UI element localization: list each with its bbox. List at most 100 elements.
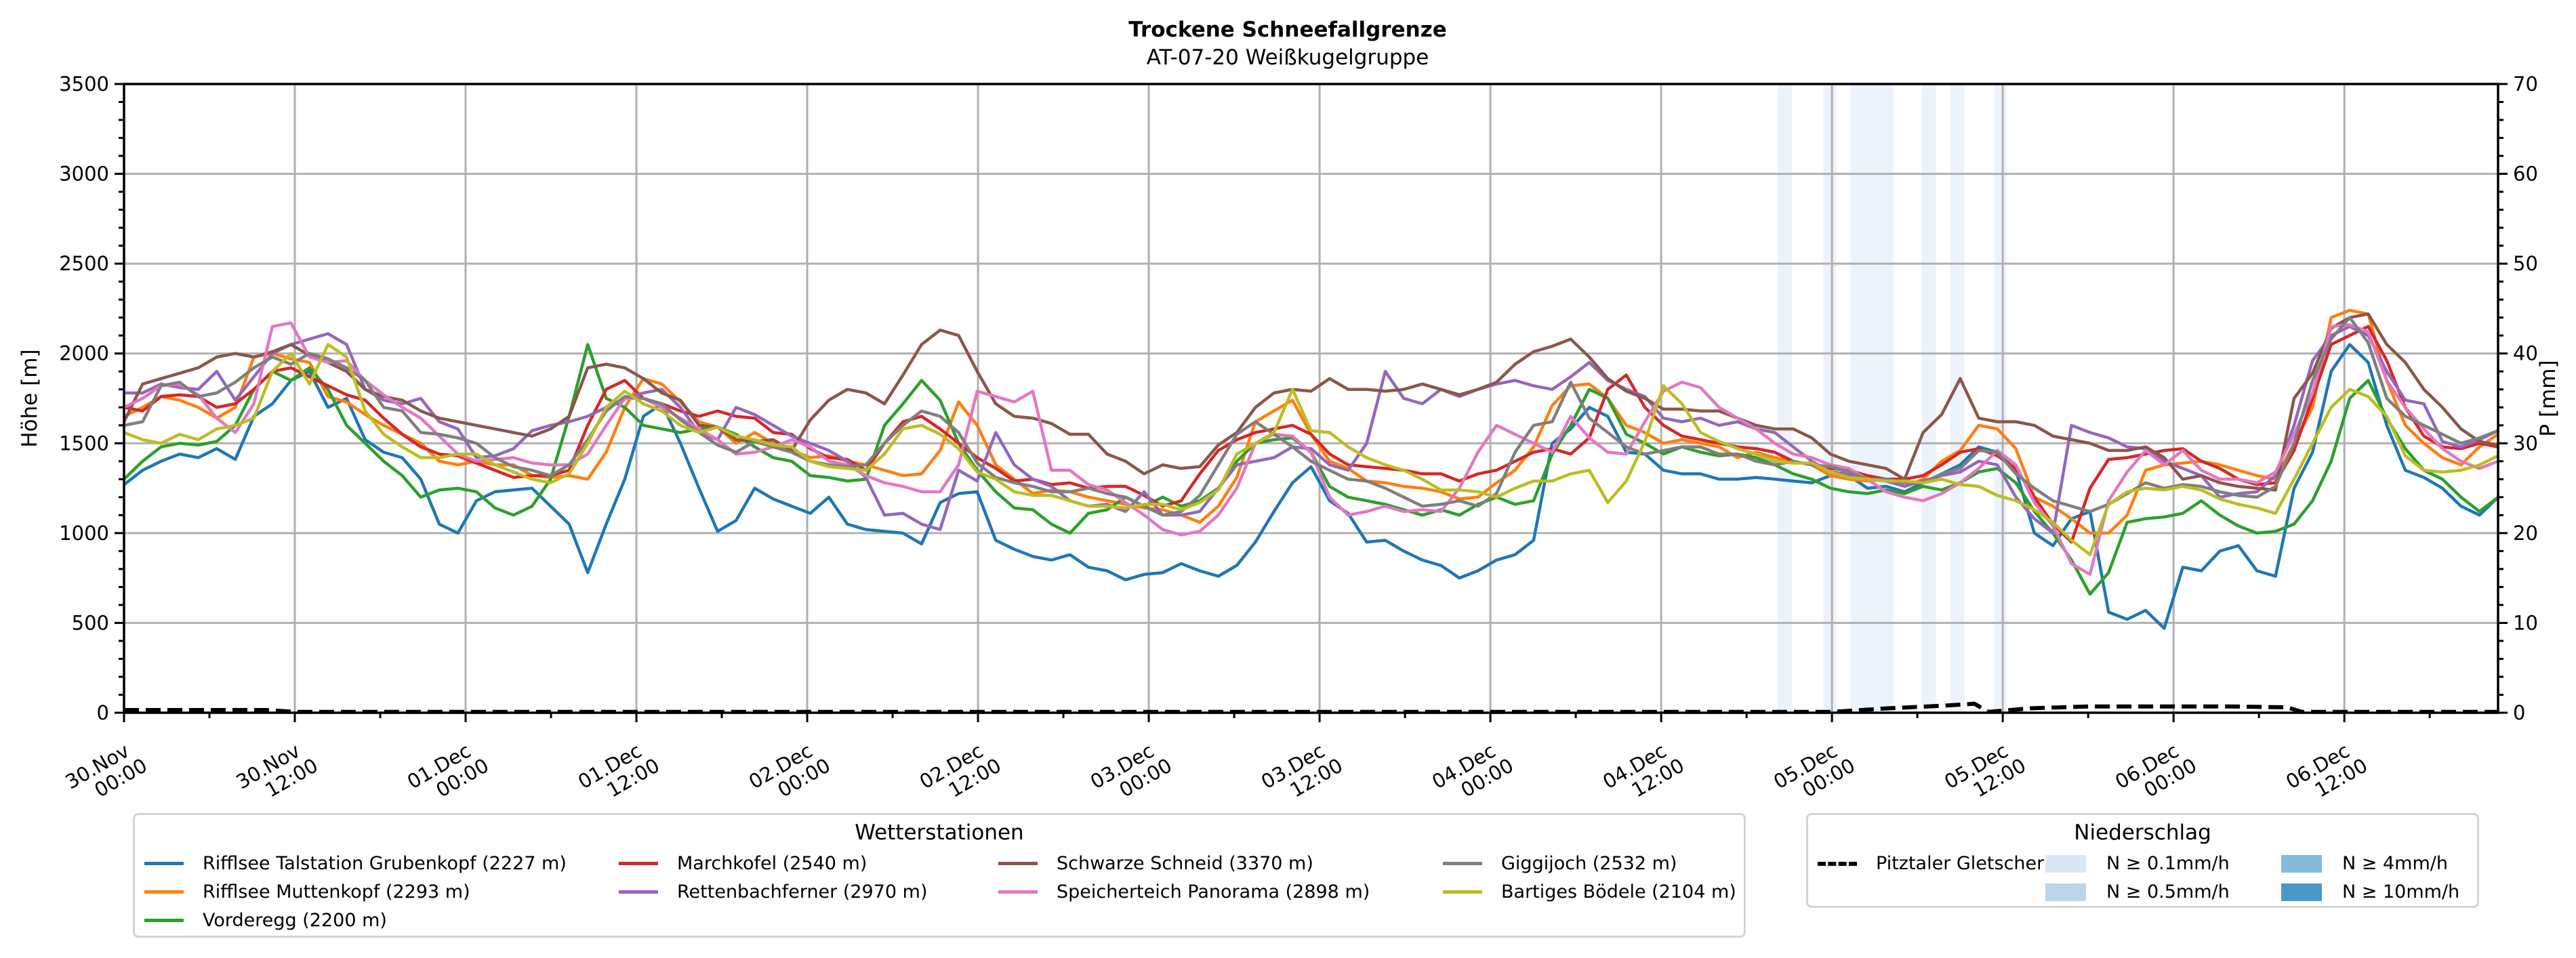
precip-class-entry: N ≥ 0.5mm/h [2045,881,2230,902]
series-lines [122,308,2499,630]
station-legend-label: Rifflsee Talstation Grubenkopf (2227 m) [203,853,567,874]
precip-dashed-line [124,701,2498,714]
station-line-swatch [144,862,184,865]
station-legend-entry: Schwarze Schneid (3370 m) [998,853,1313,874]
precip-class-label: N ≥ 0.1mm/h [2106,853,2230,874]
y-tick-label: 1500 [59,432,109,455]
y-right-tick-label: 40 [2513,342,2538,365]
station-line-swatch [998,862,1038,865]
y-tick-label: 0 [97,701,109,724]
precip-class-entry: N ≥ 10mm/h [2281,881,2459,902]
y-axis-left: 0 500 1000 1500 2000 2500 3000 3500 [59,72,124,724]
y-right-tick-label: 0 [2513,701,2525,724]
precip-band [1850,84,1894,713]
station-line-swatch [1443,890,1482,894]
series-line [123,325,2499,544]
precip-band [1950,84,1965,713]
precip-class-swatch [2045,883,2086,901]
precip-band [1778,84,1793,713]
precipitation-bands [1778,84,2007,713]
station-legend-entry: Rifflsee Talstation Grubenkopf (2227 m) [144,853,567,874]
y-right-tick-label: 20 [2513,522,2538,545]
chart-subtitle: AT-07-20 Weißkugelgruppe [1147,45,1429,70]
station-legend-label: Giggijoch (2532 m) [1501,853,1677,874]
dashed-line-swatch [1818,861,1857,866]
series-line [123,343,2499,556]
precip-class-swatch [2281,883,2322,901]
y-tick-label: 3000 [59,163,109,186]
station-legend-label: Vorderegg (2200 m) [203,910,387,931]
station-legend-label: Marchkofel (2540 m) [677,853,867,874]
station-legend-label: Bartiges Bödele (2104 m) [1501,881,1736,902]
series-line [123,316,2499,517]
stations-legend-title: Wetterstationen [855,820,1024,845]
precip-class-swatch [2281,854,2322,873]
station-line-swatch [144,890,184,894]
station-line-swatch [144,919,184,922]
y-tick-label: 500 [72,611,109,634]
series-line [124,325,2499,535]
y-tick-label: 2000 [59,342,109,365]
chart-title: Trockene Schneefallgrenze [1128,18,1447,42]
station-legend-label: Speicherteich Panorama (2898 m) [1057,881,1370,902]
station-legend-entry: Speicherteich Panorama (2898 m) [998,881,1370,902]
station-legend-label: Rettenbachferner (2970 m) [677,881,928,902]
precip-class-entry: N ≥ 4mm/h [2281,853,2448,874]
precip-legend-title: Niederschlag [2074,820,2211,845]
series-line [122,312,2499,492]
station-line-swatch [619,890,658,894]
station-legend-entry: Rifflsee Muttenkopf (2293 m) [144,881,470,902]
precip-legend-line-label: Pitztaler Gletscher [1876,853,2045,874]
plot-frame [123,83,2499,714]
precip-legend: Niederschlag Pitztaler Gletscher N ≥ 0.1… [1806,813,2479,908]
station-legend-label: Rifflsee Muttenkopf (2293 m) [203,881,470,902]
precip-class-label: N ≥ 4mm/h [2342,853,2448,874]
grid-lines [123,83,2498,714]
stations-legend: Wetterstationen Rifflsee Talstation Grub… [133,813,1746,938]
station-line-swatch [998,890,1038,894]
precip-band [1823,84,1837,713]
precip-class-entry: N ≥ 0.1mm/h [2045,853,2230,874]
y-tick-label: 1000 [59,522,109,545]
y-right-tick-label: 30 [2513,432,2538,455]
precip-class-label: N ≥ 10mm/h [2342,881,2460,902]
precip-class-label: N ≥ 0.5mm/h [2106,881,2230,902]
y-axis-right: 0 10 20 30 40 50 60 70 [2498,72,2538,724]
y-axis-label-right: P [mm] [2536,360,2560,436]
y-right-tick-label: 50 [2513,252,2538,275]
station-legend-entry: Giggijoch (2532 m) [1443,853,1677,874]
station-line-swatch [1443,862,1482,865]
y-tick-label: 2500 [59,252,109,275]
precip-legend-line: Pitztaler Gletscher [1818,853,2044,874]
station-legend-entry: Marchkofel (2540 m) [619,853,867,874]
precip-band [1994,84,2007,713]
station-line-swatch [619,862,658,865]
y-tick-label: 3500 [59,72,109,96]
y-right-tick-label: 60 [2513,163,2538,186]
station-legend-entry: Rettenbachferner (2970 m) [619,881,928,902]
station-legend-entry: Vorderegg (2200 m) [144,910,387,931]
y-axis-label: Höhe [m] [18,349,42,447]
precip-band [1921,84,1936,713]
precipitation-line [124,701,2498,714]
y-right-tick-label: 70 [2513,72,2538,96]
precip-class-swatch [2045,854,2086,873]
station-legend-entry: Bartiges Bödele (2104 m) [1443,881,1736,902]
y-right-tick-label: 10 [2513,611,2538,634]
